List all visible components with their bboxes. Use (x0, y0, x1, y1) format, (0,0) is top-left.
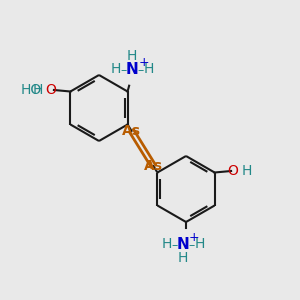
Text: –: – (137, 64, 144, 77)
Text: –: – (172, 239, 178, 253)
Text: –: – (121, 64, 127, 77)
Text: N: N (126, 62, 139, 77)
Text: H: H (178, 251, 188, 265)
Text: H: H (143, 62, 154, 76)
Text: H: H (110, 62, 121, 76)
Text: As: As (144, 159, 163, 173)
Text: H: H (242, 164, 252, 178)
Text: O: O (227, 164, 238, 178)
Text: HO: HO (21, 83, 42, 97)
Text: H: H (194, 238, 205, 251)
Text: O: O (46, 83, 56, 97)
Text: N: N (177, 237, 189, 252)
Text: +: + (189, 231, 200, 244)
Text: H: H (32, 83, 43, 97)
Text: H: H (161, 238, 172, 251)
Text: As: As (122, 124, 141, 138)
Text: –: – (188, 239, 194, 253)
Text: H: H (127, 49, 137, 63)
Text: +: + (138, 56, 149, 69)
